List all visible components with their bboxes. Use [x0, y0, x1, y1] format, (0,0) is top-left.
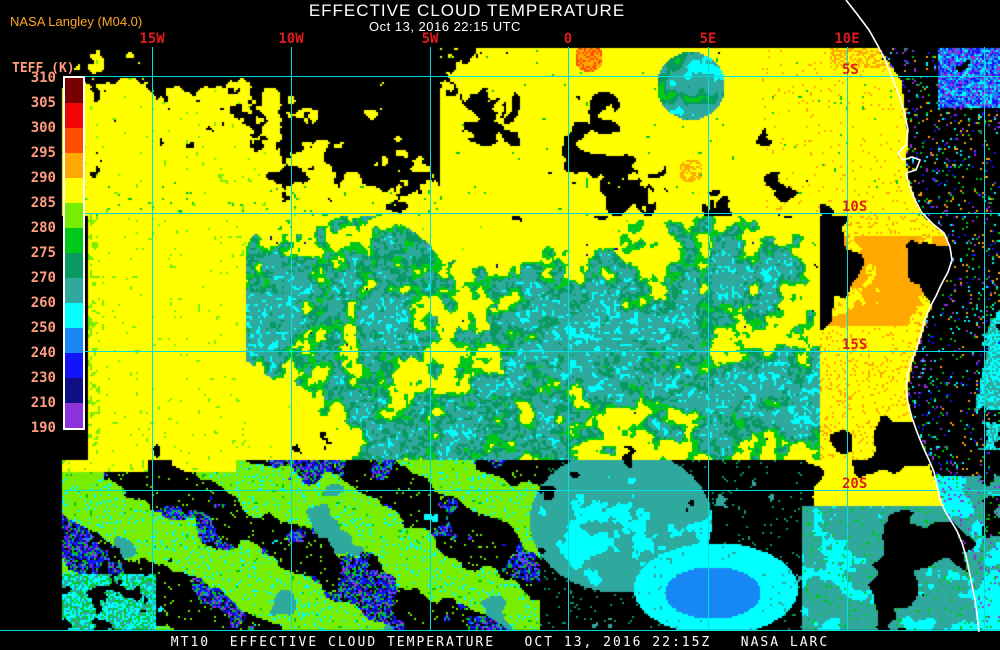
colorbar-tick-label: 300 [30, 120, 56, 136]
longitude-label: 15W [139, 31, 165, 47]
latitude-label: 10S [842, 199, 868, 215]
colorbar-tick-label: 240 [30, 345, 56, 361]
colorbar-tick-label: 280 [30, 220, 56, 236]
source-label: NASA Langley (M04.0) [10, 14, 143, 29]
colorbar-tick-label: 210 [30, 395, 56, 411]
longitude-label: 10E [834, 31, 860, 47]
colorbar-segment [65, 178, 83, 203]
colorbar-segment [65, 128, 83, 153]
colorbar-tick-label: 305 [30, 95, 56, 111]
colorbar-segment [65, 278, 83, 303]
latitude-label: 20S [842, 476, 868, 492]
longitude-label: 5E [699, 31, 717, 47]
longitude-label: 0 [563, 31, 573, 47]
longitude-label: 5W [421, 31, 439, 47]
colorbar-segment [65, 353, 83, 378]
latitude-label: 5S [842, 62, 859, 78]
colorbar-segment [65, 378, 83, 403]
colorbar-segment [65, 78, 83, 103]
colorbar-tick-label: 270 [30, 270, 56, 286]
footer-caption: MT10 EFFECTIVE CLOUD TEMPERATURE OCT 13,… [170, 635, 830, 650]
colorbar-tick-label: 250 [30, 320, 56, 336]
colorbar-segment [65, 153, 83, 178]
colorbar-segment [65, 403, 83, 428]
colorbar-segment [65, 228, 83, 253]
colorbar-segment [65, 103, 83, 128]
colorbar-tick-label: 275 [30, 245, 56, 261]
colorbar-tick-label: 290 [30, 170, 56, 186]
colorbar-tick-label: 190 [30, 420, 56, 436]
colorbar-segment [65, 328, 83, 353]
colorbar-segment [65, 253, 83, 278]
colorbar [63, 76, 85, 430]
page-title: EFFECTIVE CLOUD TEMPERATURE [308, 1, 626, 20]
colorbar-tick-label: 310 [30, 70, 56, 86]
colorbar-segment [65, 303, 83, 328]
colorbar-tick-label: 230 [30, 370, 56, 386]
colorbar-segment [65, 203, 83, 228]
latitude-label: 15S [842, 337, 868, 353]
colorbar-tick-label: 260 [30, 295, 56, 311]
colorbar-title: TEFF (K) [12, 61, 75, 76]
colorbar-tick-label: 285 [30, 195, 56, 211]
longitude-label: 10W [278, 31, 304, 47]
colorbar-tick-label: 295 [30, 145, 56, 161]
timestamp: Oct 13, 2016 22:15 UTC [369, 19, 521, 34]
